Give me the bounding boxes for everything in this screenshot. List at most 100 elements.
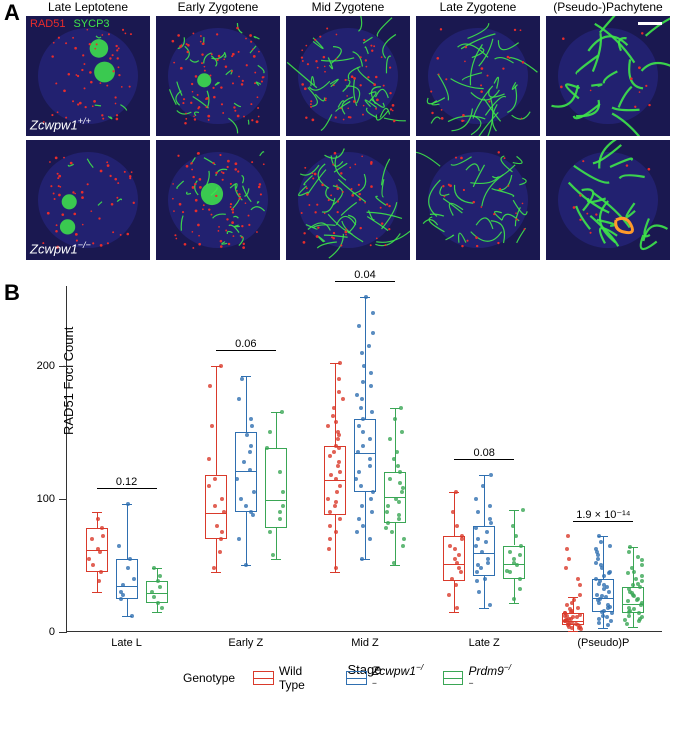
data-point <box>610 611 614 615</box>
data-point <box>401 544 405 548</box>
data-point <box>355 393 359 397</box>
data-point <box>605 585 609 589</box>
scale-bar <box>638 22 662 25</box>
data-point <box>242 460 246 464</box>
micrograph: RAD51SYCP3 Zcwpw1+/+ <box>26 16 150 136</box>
genotype-legend: Genotype Wild Type Zcwpw1−/− Prdm9−/− <box>183 662 513 694</box>
data-point <box>244 563 248 567</box>
data-point <box>130 614 134 618</box>
p-value-label: 0.08 <box>454 447 514 460</box>
legend-label-zcw: Zcwpw1−/− <box>372 662 425 694</box>
data-point <box>475 579 479 583</box>
micrograph <box>156 16 280 136</box>
data-point <box>360 397 364 401</box>
data-point <box>220 530 224 534</box>
data-point <box>388 437 392 441</box>
data-point <box>400 430 404 434</box>
data-point <box>368 537 372 541</box>
data-point <box>251 513 255 517</box>
legend-swatch-prdm <box>443 671 464 685</box>
legend-label-prdm: Prdm9−/− <box>468 662 513 694</box>
legend-label-wt: Wild Type <box>279 664 328 692</box>
data-point <box>454 490 458 494</box>
data-point <box>341 397 345 401</box>
row-genotype-label: Zcwpw1+/+ <box>30 116 91 132</box>
data-point <box>235 477 239 481</box>
data-point <box>609 619 613 623</box>
data-point <box>402 537 406 541</box>
data-point <box>484 540 488 544</box>
data-point <box>250 424 254 428</box>
data-point <box>369 384 373 388</box>
data-point <box>328 537 332 541</box>
data-point <box>519 544 523 548</box>
data-point <box>576 606 580 610</box>
data-point <box>334 530 338 534</box>
data-point <box>627 550 631 554</box>
data-point <box>117 544 121 548</box>
data-point <box>99 570 103 574</box>
stage-early-zygotene: Early Zygotene <box>156 0 280 14</box>
micrograph <box>416 16 540 136</box>
data-point <box>488 504 492 508</box>
data-point <box>328 510 332 514</box>
data-point <box>249 417 253 421</box>
panel-a: Late Leptotene Early Zygotene Mid Zygote… <box>26 0 676 260</box>
data-point <box>367 344 371 348</box>
data-point <box>511 524 515 528</box>
data-point <box>486 561 490 565</box>
data-point <box>594 577 598 581</box>
data-point <box>474 497 478 501</box>
data-point <box>158 574 162 578</box>
data-point <box>455 606 459 610</box>
p-value-label: 0.06 <box>216 338 276 351</box>
data-point <box>357 324 361 328</box>
stage-pseudo-pachytene: (Pseudo-)Pachytene <box>546 0 670 14</box>
data-point <box>395 450 399 454</box>
data-point <box>244 504 248 508</box>
legend-title: Genotype <box>183 671 235 685</box>
data-point <box>240 377 244 381</box>
data-point <box>368 464 372 468</box>
data-point <box>370 410 374 414</box>
data-point <box>334 420 338 424</box>
data-point <box>335 490 339 494</box>
micrograph <box>286 140 410 260</box>
data-point <box>597 534 601 538</box>
data-point <box>597 621 601 625</box>
data-point <box>237 537 241 541</box>
data-point <box>455 561 459 565</box>
data-point <box>392 561 396 565</box>
data-point <box>337 390 341 394</box>
legend-item-prdm: Prdm9−/− <box>443 662 513 694</box>
data-point <box>268 430 272 434</box>
data-point <box>489 473 493 477</box>
data-point <box>638 585 642 589</box>
data-point <box>338 517 342 521</box>
data-point <box>566 534 570 538</box>
legend-item-zcw: Zcwpw1−/− <box>346 662 425 694</box>
micrograph <box>546 16 670 136</box>
data-point <box>207 457 211 461</box>
y-tick: 100 <box>59 499 67 500</box>
data-point <box>213 504 217 508</box>
data-point <box>97 579 101 583</box>
micrograph <box>156 140 280 260</box>
y-tick: 0 <box>59 632 67 633</box>
data-point <box>386 504 390 508</box>
data-point <box>514 534 518 538</box>
data-point <box>600 566 604 570</box>
data-point <box>213 477 217 481</box>
data-point <box>518 587 522 591</box>
data-point <box>361 380 365 384</box>
data-point <box>281 504 285 508</box>
marker-legend: RAD51SYCP3 <box>30 18 110 30</box>
boxplot-box <box>265 448 287 528</box>
data-point <box>121 593 125 597</box>
data-point <box>594 561 598 565</box>
data-point <box>489 521 493 525</box>
data-point <box>476 537 480 541</box>
data-point <box>336 437 340 441</box>
data-point <box>368 437 372 441</box>
data-point <box>448 544 452 548</box>
